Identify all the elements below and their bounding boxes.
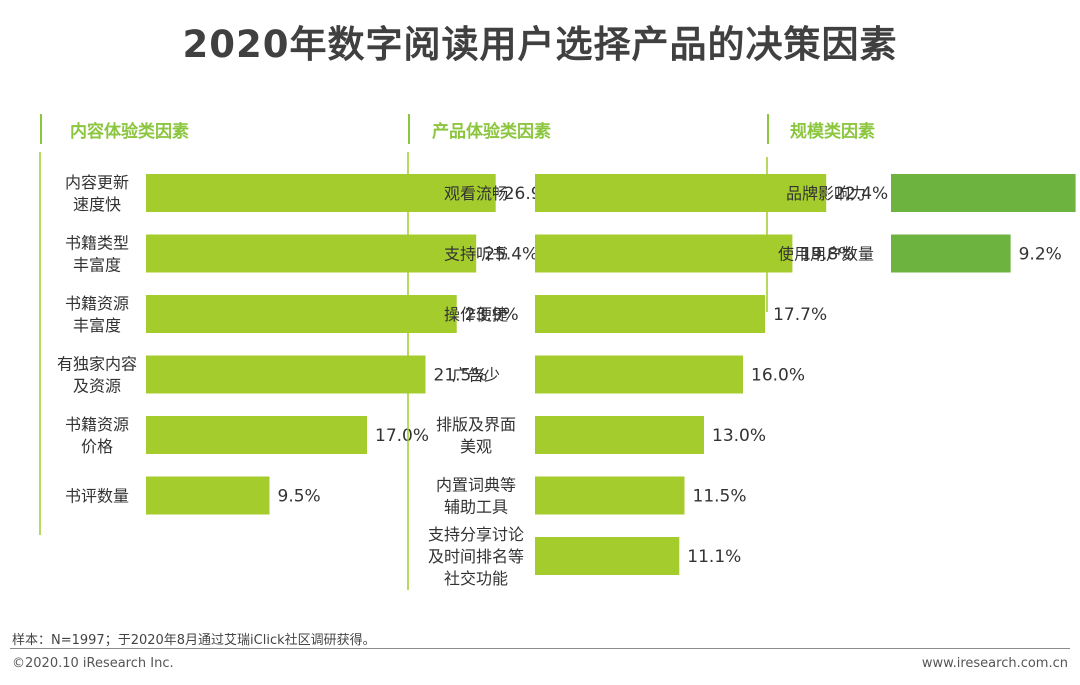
value-label: 13.0%	[712, 426, 766, 446]
value-label: 9.2%	[1019, 245, 1062, 265]
category-label-line: 排版及界面	[436, 415, 516, 434]
page-title: 2020年数字阅读用户选择产品的决策因素	[182, 23, 898, 66]
category-label-line: 广告少	[452, 366, 500, 385]
category-label-line: 辅助工具	[444, 498, 508, 517]
bar	[535, 355, 743, 394]
category-label-line: 支持听书	[444, 245, 508, 264]
category-label-line: 书籍资源	[65, 294, 129, 313]
category-label-line: 书籍类型	[65, 234, 129, 253]
category-label-line: 速度快	[73, 195, 121, 214]
panel-header: 内容体验类因素	[70, 121, 189, 142]
category-label: 使用用户数量	[778, 245, 874, 264]
category-label-line: 内置词典等	[436, 476, 516, 495]
category-label: 书籍资源丰富度	[65, 294, 129, 335]
category-label-line: 及时间排名等	[428, 547, 524, 566]
bar	[891, 234, 1011, 273]
category-label: 书籍资源价格	[65, 415, 129, 456]
bar	[535, 295, 766, 333]
category-label-line: 书评数量	[65, 487, 129, 506]
bar	[535, 416, 704, 454]
category-label: 书籍类型丰富度	[65, 234, 129, 275]
category-label: 书评数量	[65, 487, 129, 506]
category-label: 观看流畅	[444, 184, 508, 203]
panel-content-experience: 内容体验类因素26.9%内容更新速度快25.4%书籍类型丰富度23.9%书籍资源…	[39, 114, 558, 535]
category-label: 排版及界面美观	[436, 415, 516, 456]
category-label-line: 支持分享讨论	[428, 525, 524, 544]
copyright: ©2020.10 iResearch Inc.	[12, 656, 174, 671]
category-label-line: 丰富度	[73, 256, 121, 275]
value-label: 19.8%	[800, 245, 854, 265]
bar	[146, 295, 457, 333]
category-label: 支持分享讨论及时间排名等社交功能	[428, 525, 524, 588]
value-label: 16.0%	[751, 366, 805, 386]
value-label: 11.5%	[693, 487, 747, 507]
category-label: 支持听书	[444, 245, 508, 264]
category-label: 内容更新速度快	[65, 173, 129, 214]
category-label: 操作便捷	[444, 305, 508, 324]
sample-note: 样本：N=1997；于2020年8月通过艾瑞iClick社区调研获得。	[12, 633, 376, 648]
bar	[535, 537, 680, 575]
footer-divider	[10, 648, 1070, 649]
panel-product-experience: 产品体验类因素 22.4% 观看流畅 19.8% 支持听书 17.7% 操作便捷 16.0% 广…	[407, 114, 888, 590]
bar	[146, 476, 270, 515]
category-label: 有独家内容及资源	[57, 355, 137, 396]
category-label-line: 及资源	[73, 377, 121, 396]
category-label-line: 美观	[460, 437, 492, 456]
category-label-line: 有独家内容	[57, 355, 137, 374]
category-label-line: 丰富度	[73, 316, 121, 335]
value-label: 11.1%	[687, 547, 741, 567]
bar	[146, 416, 367, 454]
bar	[146, 234, 477, 273]
category-label-line: 观看流畅	[444, 184, 508, 203]
category-label-line: 价格	[81, 437, 113, 456]
value-label: 17.0%	[375, 426, 429, 446]
website-link[interactable]: www.iresearch.com.cn	[921, 656, 1068, 671]
category-label-line: 书籍资源	[65, 415, 129, 434]
value-label: 21.5%	[434, 366, 488, 386]
panel-header: 规模类因素	[790, 121, 875, 142]
bar	[146, 355, 426, 394]
bar	[535, 174, 827, 212]
value-label: 17.7%	[773, 305, 827, 325]
category-label-line: 使用用户数量	[778, 245, 874, 264]
value-label: 9.5%	[278, 487, 321, 507]
bar	[891, 174, 1076, 212]
category-label-line: 品牌影响力	[786, 184, 866, 203]
value-label: 23.9%	[465, 305, 519, 325]
category-label: 品牌影响力	[786, 184, 866, 203]
value-label: 25.4%	[484, 245, 538, 265]
category-label-line: 操作便捷	[444, 305, 508, 324]
bar	[146, 174, 496, 212]
value-label: 22.4%	[834, 184, 888, 204]
bar	[535, 476, 685, 515]
category-label-line: 内容更新	[65, 173, 129, 192]
bar	[535, 234, 793, 273]
category-label: 广告少	[452, 366, 500, 385]
panel-header: 产品体验类因素	[432, 121, 551, 142]
category-label-line: 社交功能	[444, 569, 508, 588]
category-label: 内置词典等辅助工具	[436, 476, 516, 517]
